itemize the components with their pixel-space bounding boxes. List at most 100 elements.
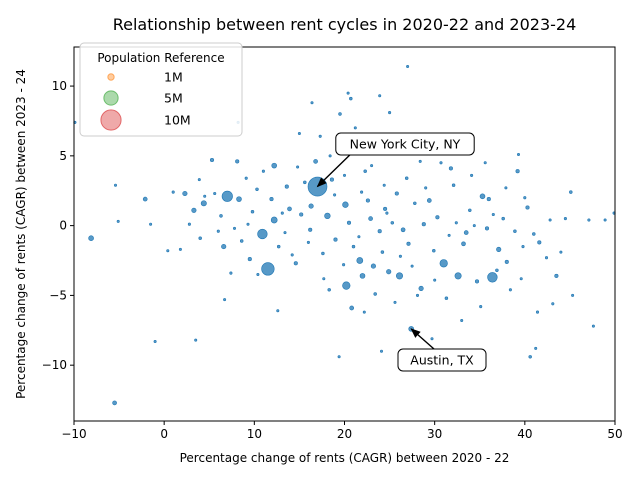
data-point [349,96,353,101]
data-point [142,196,148,202]
data-point [112,400,117,406]
data-point [398,254,402,258]
data-point [451,183,456,187]
data-point [544,256,549,260]
data-point [346,220,352,225]
data-point [406,241,411,246]
x-tick-label: 10 [247,427,262,441]
data-point [239,239,244,243]
data-point [508,288,512,292]
data-point [516,153,520,157]
data-point [236,196,242,202]
data-point [410,264,414,268]
legend-label: 10M [164,113,191,128]
legend-marker [103,90,119,106]
data-point [297,132,301,136]
data-point [463,230,469,235]
data-point [474,279,480,284]
data-point [418,285,424,291]
data-point [284,184,289,189]
data-point [479,193,486,200]
data-point [483,161,487,165]
data-point [221,190,233,202]
data-point [430,337,434,341]
x-axis-ticks: −10 0 10 20 30 40 50 [61,421,623,441]
data-point [290,253,294,257]
data-point [386,269,392,275]
data-point [406,65,410,69]
data-point [257,228,268,240]
data-point [200,200,207,207]
data-point [153,339,157,343]
data-point [362,310,366,314]
legend-marker [100,109,122,131]
data-point [283,231,287,235]
data-point [415,293,420,297]
data-point [356,257,364,264]
data-point [535,310,540,314]
data-point [269,197,274,202]
data-point [373,292,377,296]
data-point [519,277,523,281]
data-point [342,173,346,177]
data-point [321,251,325,256]
data-point [394,191,399,196]
x-axis-label: Percentage change of rents (CAGR) betwee… [180,451,510,465]
data-point [468,208,472,213]
data-point [426,198,432,203]
data-point [221,244,227,250]
data-point [280,211,284,215]
data-point [216,229,220,233]
data-point [379,349,383,353]
annotation-label: Austin, TX [410,353,474,368]
data-point [329,177,334,182]
data-point [413,201,417,206]
data-point [342,281,351,290]
data-point [368,216,373,221]
data-point [559,250,563,254]
data-point [198,236,202,240]
y-tick-label: 0 [59,219,67,233]
data-point [432,248,436,253]
data-point [256,272,260,276]
data-point [357,235,361,239]
data-point [501,216,505,221]
data-point [303,180,307,185]
data-point [418,159,422,163]
data-point [244,176,248,180]
data-point [271,162,277,169]
data-point [363,169,367,173]
data-point [486,197,491,202]
data-point [395,272,403,280]
data-point [393,300,397,304]
data-point [114,183,118,187]
legend-title: Population Reference [97,51,224,65]
annotation-label: New York City, NY [350,137,461,152]
data-point [400,227,406,233]
annotations: New York City, NY Austin, TX [316,132,487,372]
data-point [504,186,508,190]
data-point [349,305,355,311]
data-point [233,226,237,230]
data-point [454,221,458,225]
annotation-box [397,348,487,372]
data-points [73,65,616,406]
data-point [194,338,198,342]
data-point [388,111,392,115]
data-point [213,191,217,196]
data-point [359,273,366,279]
legend-marker [107,73,115,81]
data-point [353,126,357,130]
data-point [276,244,281,249]
data-point [296,165,300,169]
data-point [390,221,395,225]
data-point [308,203,314,209]
data-point [377,229,382,234]
data-point [328,154,332,158]
data-point [171,190,175,194]
y-tick-label: 5 [59,149,67,163]
data-point [383,206,388,211]
data-point [88,235,94,241]
data-point [333,193,337,197]
data-point [515,169,520,174]
